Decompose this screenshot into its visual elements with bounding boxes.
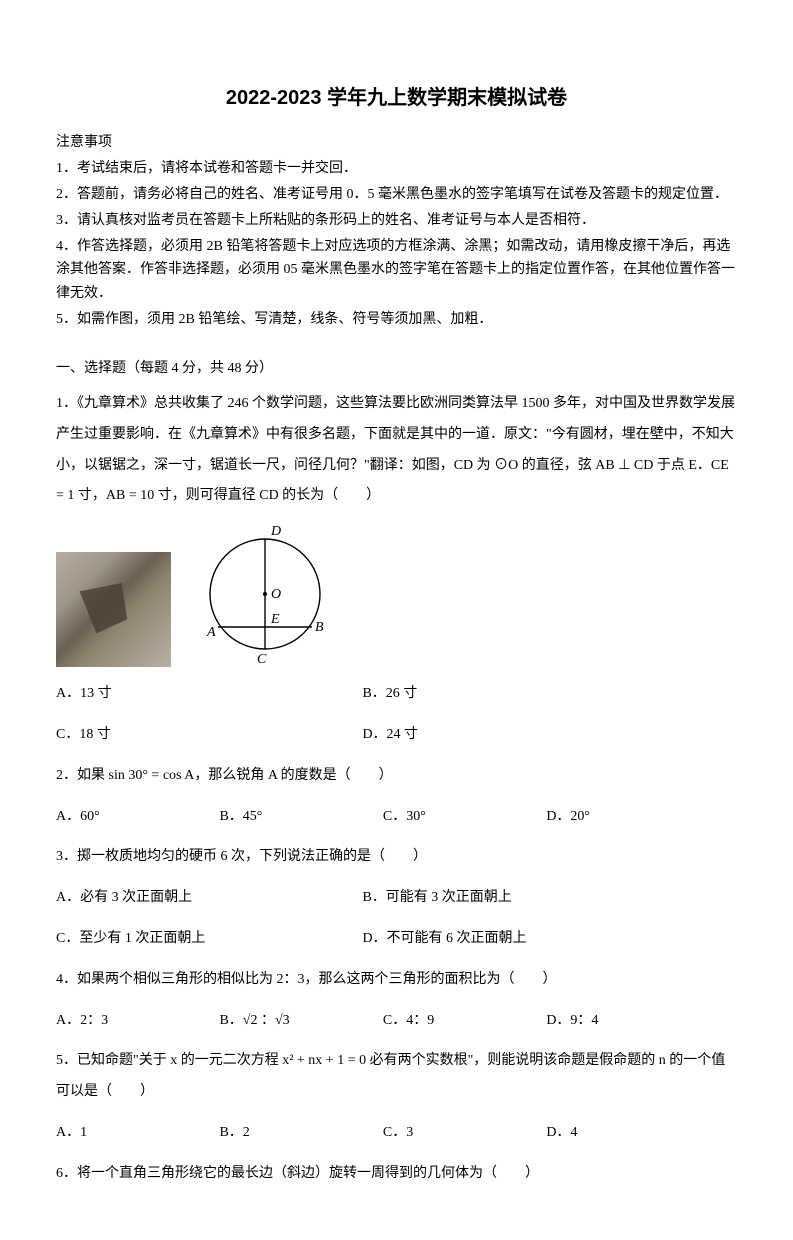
question-5-options: A．1 B．2 C．3 D．4: [56, 1118, 737, 1149]
question-6-text: 6．将一个直角三角形绕它的最长边（斜边）旋转一周得到的几何体为（ ）: [56, 1159, 737, 1190]
label-D: D: [270, 524, 281, 539]
q2-option-a: A．60°: [56, 802, 219, 833]
notice-item-5: 5．如需作图，须用 2B 铅笔绘、写清楚，线条、符号等须加黑、加粗．: [56, 308, 737, 332]
question-4-options: A．2：3 B．√2 ：√3 C．4：9 D．9：4: [56, 1006, 737, 1037]
label-A: A: [206, 625, 216, 640]
question-5-text: 5．已知命题"关于 x 的一元二次方程 x² + nx + 1 = 0 必有两个…: [56, 1046, 737, 1108]
question-2-text: 2．如果 sin 30° = cos A，那么锐角 A 的度数是（ ）: [56, 761, 737, 792]
section-1-heading: 一、选择题（每题 4 分，共 48 分）: [56, 356, 737, 381]
q2-option-d: D．20°: [546, 802, 709, 833]
question-4-text: 4．如果两个相似三角形的相似比为 2：3，那么这两个三角形的面积比为（ ）: [56, 965, 737, 996]
question-1-text: 1．《九章算术》总共收集了 246 个数学问题，这些算法要比欧洲同类算法早 15…: [56, 389, 737, 512]
notice-heading: 注意事项: [56, 130, 737, 155]
q4-option-d: D．9：4: [546, 1006, 709, 1037]
notice-item-2: 2．答题前，请务必将自己的姓名、准考证号用 0．5 毫米黑色墨水的签字笔填写在试…: [56, 183, 737, 207]
question-2-options: A．60° B．45° C．30° D．20°: [56, 802, 737, 833]
label-O: O: [271, 587, 281, 602]
question-3-options-row-1: A．必有 3 次正面朝上 B．可能有 3 次正面朝上: [56, 883, 737, 914]
notice-item-4: 4．作答选择题，必须用 2B 铅笔将答题卡上对应选项的方框涂满、涂黑；如需改动，…: [56, 235, 737, 306]
question-1-options-row-1: A．13 寸 B．26 寸: [56, 679, 737, 710]
question-1-options-row-2: C．18 寸 D．24 寸: [56, 720, 737, 751]
q5-option-d: D．4: [546, 1118, 709, 1149]
q3-option-d: D．不可能有 6 次正面朝上: [362, 924, 668, 955]
question-3-text: 3．掷一枚质地均匀的硬币 6 次，下列说法正确的是（ ）: [56, 842, 737, 873]
q1-option-c: C．18 寸: [56, 720, 362, 751]
q3-option-a: A．必有 3 次正面朝上: [56, 883, 362, 914]
q3-option-c: C．至少有 1 次正面朝上: [56, 924, 362, 955]
q2-option-b: B．45°: [219, 802, 382, 833]
q4-option-b: B．√2 ：√3: [219, 1006, 382, 1037]
q1-option-d: D．24 寸: [362, 720, 668, 751]
question-3-options-row-2: C．至少有 1 次正面朝上 D．不可能有 6 次正面朝上: [56, 924, 737, 955]
question-1-diagrams: D O E A B C: [56, 522, 737, 667]
q2-option-c: C．30°: [383, 802, 546, 833]
notice-item-3: 3．请认真核对监考员在答题卡上所粘贴的条形码上的姓名、准考证号与本人是否相符．: [56, 209, 737, 233]
q1-option-a: A．13 寸: [56, 679, 362, 710]
q5-option-c: C．3: [383, 1118, 546, 1149]
q5-option-b: B．2: [219, 1118, 382, 1149]
q5-option-a: A．1: [56, 1118, 219, 1149]
page-title: 2022-2023 学年九上数学期末模拟试卷: [56, 80, 737, 116]
question-1-circle-diagram: D O E A B C: [195, 522, 335, 667]
label-E: E: [270, 612, 280, 627]
q4-option-a: A．2：3: [56, 1006, 219, 1037]
q3-option-b: B．可能有 3 次正面朝上: [362, 883, 668, 914]
q1-option-b: B．26 寸: [362, 679, 668, 710]
label-B: B: [315, 620, 324, 635]
notice-item-1: 1．考试结束后，请将本试卷和答题卡一并交回．: [56, 157, 737, 181]
question-1-photo: [56, 552, 171, 667]
q4-option-c: C．4：9: [383, 1006, 546, 1037]
label-C: C: [257, 652, 267, 667]
